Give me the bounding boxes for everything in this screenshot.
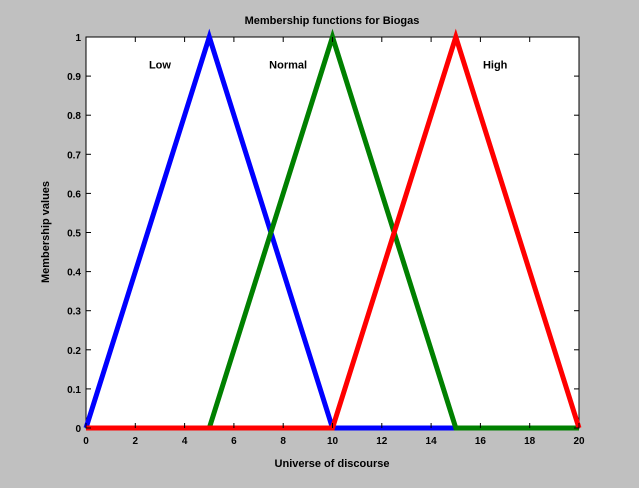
y-tick-label: 1 <box>75 33 81 44</box>
series-label-low: Low <box>149 59 171 71</box>
y-tick-label: 0.2 <box>67 346 81 357</box>
x-tick-label: 10 <box>327 436 339 447</box>
plot-area <box>85 36 580 429</box>
x-tick-label: 4 <box>182 436 188 447</box>
labels-layer: Low Normal High <box>149 59 508 71</box>
y-axis-label: Membership values <box>40 181 52 283</box>
y-tick-label: 0.5 <box>67 229 81 240</box>
x-tick-label: 2 <box>133 436 139 447</box>
x-tick-label: 0 <box>83 436 89 447</box>
x-tick-label: 16 <box>475 436 487 447</box>
axes-layer: 0 2 4 6 8 10 12 14 16 18 20 0 0.1 0.2 0.3 0.4 0.5 0.6 0.7 0… <box>67 33 585 447</box>
y-tick-label: 0.7 <box>67 150 81 161</box>
series-line-high <box>86 28 582 431</box>
x-tick-label: 6 <box>231 436 237 447</box>
x-tick-label: 20 <box>573 436 585 447</box>
x-tick-label: 8 <box>280 436 286 447</box>
x-axis-label: Universe of discourse <box>275 458 390 470</box>
x-tick-label: 18 <box>524 436 536 447</box>
y-tick-label: 0.4 <box>67 268 81 279</box>
y-tick-label: 0 <box>75 424 81 435</box>
series-label-normal: Normal <box>269 59 307 71</box>
x-tick-label: 12 <box>376 436 388 447</box>
y-tick-label: 0.3 <box>67 307 81 318</box>
series-label-high: High <box>483 59 508 71</box>
chart-title: Membership functions for Biogas <box>245 15 420 27</box>
y-tick-label: 0.9 <box>67 72 81 83</box>
y-tick-label: 0.8 <box>67 111 81 122</box>
x-tick-label: 14 <box>426 436 438 447</box>
y-tick-label: 0.6 <box>67 189 81 200</box>
y-tick-label: 0.1 <box>67 385 81 396</box>
